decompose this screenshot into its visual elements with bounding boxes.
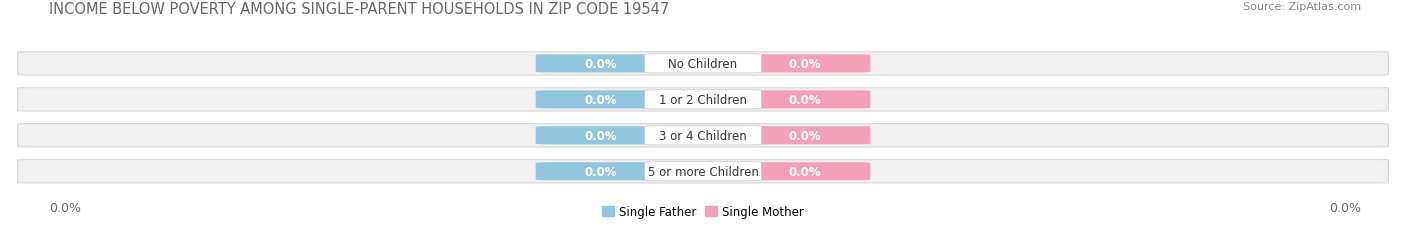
FancyBboxPatch shape — [536, 127, 666, 145]
FancyBboxPatch shape — [644, 126, 762, 145]
Text: 0.0%: 0.0% — [585, 129, 617, 142]
Text: 0.0%: 0.0% — [585, 93, 617, 106]
FancyBboxPatch shape — [18, 52, 1389, 76]
Text: 0.0%: 0.0% — [789, 58, 821, 71]
FancyBboxPatch shape — [644, 55, 762, 74]
FancyBboxPatch shape — [18, 160, 1389, 183]
Text: 0.0%: 0.0% — [789, 165, 821, 178]
Text: 3 or 4 Children: 3 or 4 Children — [659, 129, 747, 142]
FancyBboxPatch shape — [536, 163, 666, 180]
Text: 0.0%: 0.0% — [49, 201, 82, 214]
Text: 0.0%: 0.0% — [789, 93, 821, 106]
FancyBboxPatch shape — [740, 91, 870, 109]
FancyBboxPatch shape — [18, 124, 1389, 147]
FancyBboxPatch shape — [740, 55, 870, 73]
Text: 0.0%: 0.0% — [789, 129, 821, 142]
FancyBboxPatch shape — [644, 162, 762, 181]
Text: 0.0%: 0.0% — [585, 58, 617, 71]
FancyBboxPatch shape — [740, 127, 870, 145]
Legend: Single Father, Single Mother: Single Father, Single Mother — [598, 201, 808, 223]
Text: 5 or more Children: 5 or more Children — [648, 165, 758, 178]
FancyBboxPatch shape — [536, 91, 666, 109]
FancyBboxPatch shape — [644, 90, 762, 109]
FancyBboxPatch shape — [18, 88, 1389, 112]
Text: No Children: No Children — [668, 58, 738, 71]
Text: Source: ZipAtlas.com: Source: ZipAtlas.com — [1243, 2, 1361, 12]
Text: 0.0%: 0.0% — [585, 165, 617, 178]
Text: 1 or 2 Children: 1 or 2 Children — [659, 93, 747, 106]
FancyBboxPatch shape — [740, 163, 870, 180]
Text: 0.0%: 0.0% — [1329, 201, 1361, 214]
FancyBboxPatch shape — [536, 55, 666, 73]
Text: INCOME BELOW POVERTY AMONG SINGLE-PARENT HOUSEHOLDS IN ZIP CODE 19547: INCOME BELOW POVERTY AMONG SINGLE-PARENT… — [49, 2, 669, 17]
